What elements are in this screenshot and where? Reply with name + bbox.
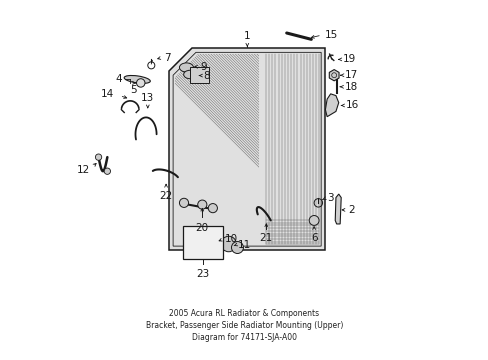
Circle shape xyxy=(104,168,110,174)
Circle shape xyxy=(208,203,217,213)
Text: 19: 19 xyxy=(342,54,355,64)
Text: 22: 22 xyxy=(159,190,172,201)
Polygon shape xyxy=(168,48,325,250)
Text: 4: 4 xyxy=(115,75,122,85)
Text: 3: 3 xyxy=(326,193,333,203)
Circle shape xyxy=(197,200,206,209)
Circle shape xyxy=(95,154,102,160)
Circle shape xyxy=(308,216,318,225)
Text: 13: 13 xyxy=(141,93,154,103)
Text: 23: 23 xyxy=(196,269,209,279)
Text: 6: 6 xyxy=(310,233,317,243)
Text: 18: 18 xyxy=(344,82,357,92)
Ellipse shape xyxy=(124,76,150,84)
Text: 5: 5 xyxy=(130,85,137,95)
Circle shape xyxy=(209,238,220,248)
Text: 2: 2 xyxy=(347,205,354,215)
Text: 12: 12 xyxy=(76,165,90,175)
Text: 11: 11 xyxy=(238,240,251,250)
Text: 1: 1 xyxy=(244,31,250,41)
Circle shape xyxy=(221,236,236,252)
Text: 17: 17 xyxy=(345,70,358,80)
Polygon shape xyxy=(335,194,341,224)
Text: 14: 14 xyxy=(101,89,114,99)
Text: 7: 7 xyxy=(163,53,170,63)
Text: 9: 9 xyxy=(200,62,206,72)
Text: 10: 10 xyxy=(224,234,238,244)
Circle shape xyxy=(231,242,243,253)
Bar xyxy=(190,67,209,83)
Bar xyxy=(183,226,223,259)
Ellipse shape xyxy=(183,70,196,79)
Text: 15: 15 xyxy=(324,30,337,40)
Circle shape xyxy=(201,232,213,244)
Text: 20: 20 xyxy=(195,223,208,233)
Text: 8: 8 xyxy=(203,71,210,81)
Text: 21: 21 xyxy=(259,233,272,243)
Circle shape xyxy=(136,79,144,87)
Circle shape xyxy=(179,198,188,207)
Ellipse shape xyxy=(179,63,193,72)
Polygon shape xyxy=(325,94,338,117)
Text: 16: 16 xyxy=(345,100,358,111)
Text: 2005 Acura RL Radiator & Components
Bracket, Passenger Side Radiator Mounting (U: 2005 Acura RL Radiator & Components Brac… xyxy=(145,309,343,342)
